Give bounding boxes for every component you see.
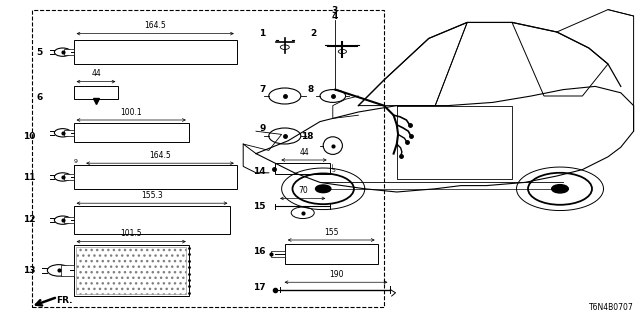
- Text: 4: 4: [332, 12, 338, 21]
- Bar: [74, 123, 189, 142]
- Text: 7: 7: [259, 85, 266, 94]
- Text: 5: 5: [332, 168, 335, 173]
- Text: FR.: FR.: [56, 296, 73, 305]
- Bar: [74, 86, 118, 99]
- Text: 5: 5: [36, 48, 43, 57]
- Text: 16: 16: [253, 247, 266, 256]
- Text: 155: 155: [324, 228, 339, 237]
- Text: 6: 6: [36, 93, 43, 102]
- Bar: [74, 206, 230, 234]
- Bar: [76, 247, 186, 294]
- Text: 44: 44: [91, 69, 101, 78]
- Bar: [64, 49, 74, 55]
- Text: 101.5: 101.5: [120, 229, 142, 238]
- Bar: [64, 130, 74, 136]
- Text: 14: 14: [253, 167, 266, 176]
- Text: 9: 9: [259, 124, 266, 132]
- Bar: [74, 245, 189, 296]
- Text: 70: 70: [298, 186, 308, 195]
- Text: 13: 13: [22, 266, 35, 275]
- Bar: [32, 10, 384, 307]
- Text: 190: 190: [329, 270, 343, 279]
- Text: 44: 44: [299, 148, 309, 157]
- Bar: [61, 265, 74, 276]
- Text: 2: 2: [310, 29, 317, 38]
- Text: 15: 15: [253, 202, 266, 211]
- Bar: [64, 217, 74, 223]
- Circle shape: [316, 185, 331, 193]
- Text: 3: 3: [332, 6, 338, 15]
- Text: 164.5: 164.5: [145, 21, 166, 30]
- Text: T6N4B0707: T6N4B0707: [589, 303, 634, 312]
- Bar: [74, 40, 237, 64]
- Bar: [74, 165, 237, 189]
- Bar: [271, 251, 285, 257]
- Text: 1: 1: [259, 29, 266, 38]
- Bar: [64, 174, 74, 180]
- Bar: [275, 163, 330, 174]
- Text: 8: 8: [307, 85, 314, 94]
- Text: 164.5: 164.5: [149, 151, 171, 160]
- Text: 100.1: 100.1: [120, 108, 142, 117]
- Text: 9: 9: [74, 159, 77, 164]
- Text: 17: 17: [253, 284, 266, 292]
- Text: 155.3: 155.3: [141, 191, 163, 200]
- Bar: [285, 244, 378, 264]
- Circle shape: [552, 185, 568, 193]
- Text: 18: 18: [301, 132, 314, 140]
- Text: 11: 11: [22, 173, 35, 182]
- Text: 10: 10: [23, 132, 35, 140]
- Text: 12: 12: [22, 215, 35, 224]
